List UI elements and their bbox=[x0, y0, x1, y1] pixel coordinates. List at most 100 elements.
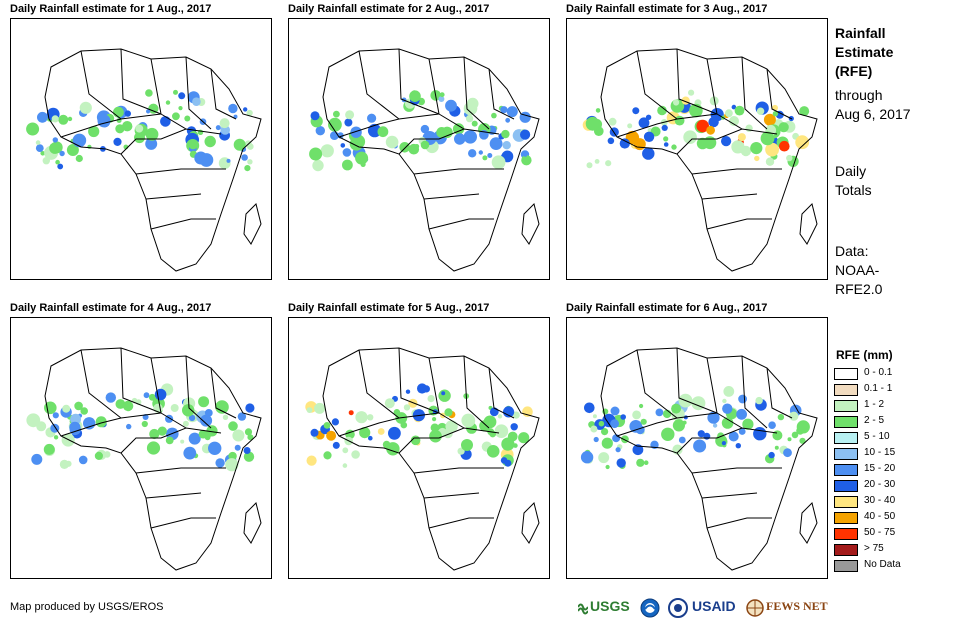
rainfall-cell bbox=[671, 403, 682, 414]
rainfall-cell bbox=[721, 136, 732, 147]
country-border bbox=[488, 68, 515, 120]
rainfall-cell bbox=[385, 135, 399, 149]
rainfall-cell bbox=[165, 100, 171, 105]
country-border bbox=[135, 467, 226, 474]
rainfall-cell bbox=[756, 107, 765, 115]
madagascar-outline bbox=[799, 502, 818, 544]
rainfall-cell bbox=[232, 429, 245, 442]
legend-label: 10 - 15 bbox=[864, 447, 896, 458]
rainfall-cell bbox=[443, 428, 453, 439]
rainfall-cell bbox=[222, 414, 229, 420]
rainfall-cell bbox=[215, 400, 229, 414]
rainfall-cell bbox=[148, 393, 156, 401]
rainfall-cell bbox=[122, 121, 133, 132]
rainfall-cell bbox=[31, 453, 43, 465]
panel-title: Daily Rainfall estimate for 2 Aug., 2017 bbox=[288, 3, 490, 15]
rainfall-cell bbox=[639, 403, 644, 409]
legend-item: No Data bbox=[834, 558, 924, 574]
rainfall-field bbox=[305, 383, 533, 468]
rainfall-cell bbox=[494, 424, 509, 438]
usgs-logo-icon bbox=[578, 603, 588, 615]
rainfall-cell bbox=[742, 418, 754, 430]
rainfall-cell bbox=[799, 106, 810, 117]
country-border bbox=[616, 113, 718, 138]
rainfall-cell bbox=[43, 443, 55, 455]
legend-item: 20 - 30 bbox=[834, 478, 924, 494]
rainfall-cell bbox=[200, 414, 213, 427]
rainfall-cell bbox=[97, 114, 111, 128]
country-border bbox=[150, 218, 216, 230]
rainfall-cell bbox=[408, 398, 418, 408]
rainfall-cell bbox=[693, 439, 707, 453]
rainfall-cell bbox=[461, 413, 476, 428]
legend-label: 2 - 5 bbox=[864, 415, 885, 426]
rainfall-cell bbox=[215, 125, 221, 131]
legend-swatch bbox=[834, 416, 858, 428]
rainfall-cell bbox=[636, 458, 645, 467]
map-frame bbox=[10, 317, 272, 579]
rainfall-cell bbox=[409, 90, 421, 102]
rainfall-cell bbox=[182, 420, 189, 427]
rainfall-cell bbox=[35, 140, 41, 145]
map-frame bbox=[566, 317, 828, 579]
rainfall-cell bbox=[367, 123, 382, 138]
rainfall-cell bbox=[149, 428, 160, 440]
rainfall-cell bbox=[361, 430, 367, 436]
rainfall-cell bbox=[53, 435, 59, 440]
rainfall-cell bbox=[382, 440, 391, 449]
rfe-title-block: Rainfall Estimate (RFE) bbox=[835, 24, 893, 81]
rainfall-cell bbox=[247, 434, 254, 441]
country-border bbox=[706, 517, 772, 529]
rainfall-cell bbox=[441, 391, 446, 396]
rainfall-cell bbox=[55, 159, 60, 165]
rainfall-cell bbox=[580, 451, 594, 464]
rainfall-cell bbox=[219, 118, 230, 129]
rainfall-cell bbox=[157, 426, 167, 436]
africa-map bbox=[305, 347, 540, 571]
rainfall-cell bbox=[74, 401, 83, 411]
map-panel-5: Daily Rainfall estimate for 5 Aug., 2017 bbox=[288, 302, 550, 579]
rainfall-cell bbox=[696, 137, 709, 150]
rainfall-cell bbox=[340, 143, 346, 148]
rainfall-cell bbox=[632, 410, 641, 420]
rainfall-cell bbox=[244, 428, 253, 436]
rainfall-cell bbox=[355, 411, 368, 424]
legend-label: 0.1 - 1 bbox=[864, 383, 893, 394]
rainfall-cell bbox=[342, 447, 349, 454]
rainfall-cell bbox=[506, 106, 518, 118]
rainfall-cell bbox=[315, 126, 325, 136]
rainfall-cell bbox=[52, 137, 58, 143]
rainfall-cell bbox=[388, 426, 401, 440]
rainfall-cell bbox=[772, 111, 779, 117]
rainfall-cell bbox=[584, 402, 595, 414]
rainfall-cell bbox=[729, 116, 739, 126]
legend-item: 1 - 2 bbox=[834, 398, 924, 414]
legend-label: 20 - 30 bbox=[864, 479, 896, 490]
rainfall-cell bbox=[501, 129, 510, 139]
panel-title: Daily Rainfall estimate for 1 Aug., 2017 bbox=[10, 3, 212, 15]
rainfall-cell bbox=[393, 409, 401, 416]
rainfall-cell bbox=[432, 417, 437, 422]
rainfall-cell bbox=[160, 116, 171, 127]
rainfall-cell bbox=[518, 432, 530, 444]
rainfall-cell bbox=[765, 157, 775, 166]
rainfall-cell bbox=[755, 396, 763, 405]
rainfall-cell bbox=[62, 404, 71, 413]
map-frame bbox=[10, 18, 272, 280]
country-border bbox=[428, 218, 494, 230]
rainfall-cell bbox=[183, 446, 197, 460]
country-border bbox=[398, 48, 440, 115]
rainfall-cell bbox=[143, 392, 150, 399]
rainfall-cell bbox=[598, 420, 605, 427]
legend-label: 30 - 40 bbox=[864, 495, 896, 506]
rainfall-cell bbox=[367, 414, 374, 421]
usgs-logo-text: USGS bbox=[590, 598, 630, 614]
rainfall-cell bbox=[489, 407, 499, 417]
rainfall-cell bbox=[463, 130, 477, 144]
rainfall-cell bbox=[605, 160, 612, 167]
country-border bbox=[463, 56, 490, 130]
rainfall-cell bbox=[344, 118, 353, 127]
rainfall-cell bbox=[146, 109, 151, 114]
rainfall-cell bbox=[707, 411, 720, 424]
legend-label: 1 - 2 bbox=[864, 399, 885, 410]
